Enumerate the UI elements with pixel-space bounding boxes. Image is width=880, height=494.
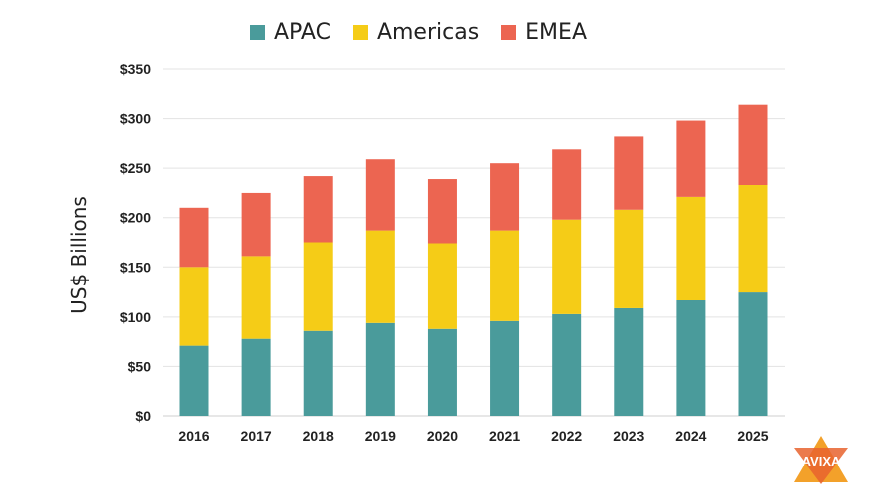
bar-americas-2017 [241,256,271,339]
bar-americas-2019 [365,230,395,323]
x-tick-label: 2024 [675,428,706,444]
bar-apac-2018 [303,330,333,416]
legend-label-emea: EMEA [525,19,587,45]
bar-americas-2024 [676,196,706,301]
bar-emea-2019 [365,159,395,231]
bar-apac-2023 [614,307,644,416]
bar-emea-2021 [490,163,520,231]
bar-emea-2024 [676,120,706,197]
bar-americas-2016 [179,267,209,346]
logo-text: AVIXA [802,454,841,469]
x-tick-label: 2021 [489,428,520,444]
legend-swatch-emea [501,24,517,40]
bar-emea-2020 [427,179,457,244]
bar-apac-2020 [427,328,457,416]
legend: APAC Americas EMEA [250,16,609,48]
bar-americas-2020 [427,243,457,329]
x-tick-label: 2023 [613,428,644,444]
bar-apac-2017 [241,338,271,416]
avixa-logo: AVIXA [794,436,848,484]
x-tick-label: 2018 [303,428,334,444]
y-tick-label: $250 [120,160,151,176]
bar-apac-2022 [552,313,582,416]
bar-americas-2018 [303,242,333,331]
legend-item-emea: EMEA [501,20,587,45]
y-tick-label: $100 [120,309,151,325]
x-tick-label: 2017 [241,428,272,444]
bar-americas-2023 [614,209,644,308]
y-tick-label: $300 [120,111,151,127]
y-tick-label: $200 [120,210,151,226]
legend-swatch-americas [352,24,368,40]
logo-triangle-down [794,448,848,484]
legend-item-apac: APAC [250,20,331,45]
bar-apac-2024 [676,300,706,416]
y-tick-label: $350 [120,61,151,77]
y-tick-label: $0 [135,408,151,424]
bar-apac-2021 [490,320,520,416]
bar-emea-2017 [241,192,271,257]
x-tick-label: 2025 [737,428,768,444]
x-tick-label: 2020 [427,428,458,444]
y-tick-label: $50 [128,358,152,374]
legend-item-americas: Americas [352,19,480,45]
bar-apac-2025 [738,292,768,416]
legend-swatch-apac [250,24,265,40]
x-tick-label: 2016 [178,428,209,444]
bar-apac-2019 [365,322,395,416]
bar-emea-2022 [552,149,582,220]
bar-americas-2021 [490,230,520,321]
legend-label-americas: Americas [376,19,480,45]
bar-apac-2016 [179,345,209,416]
x-tick-label: 2019 [365,428,396,444]
bar-emea-2025 [738,104,768,185]
legend-label-apac: APAC [274,19,331,45]
x-tick-label: 2022 [551,428,582,444]
bar-americas-2025 [738,184,768,293]
y-tick-label: $150 [120,259,151,275]
bar-emea-2018 [303,176,333,243]
bar-emea-2016 [179,207,209,268]
bar-americas-2022 [552,219,582,314]
bar-emea-2023 [614,136,644,210]
